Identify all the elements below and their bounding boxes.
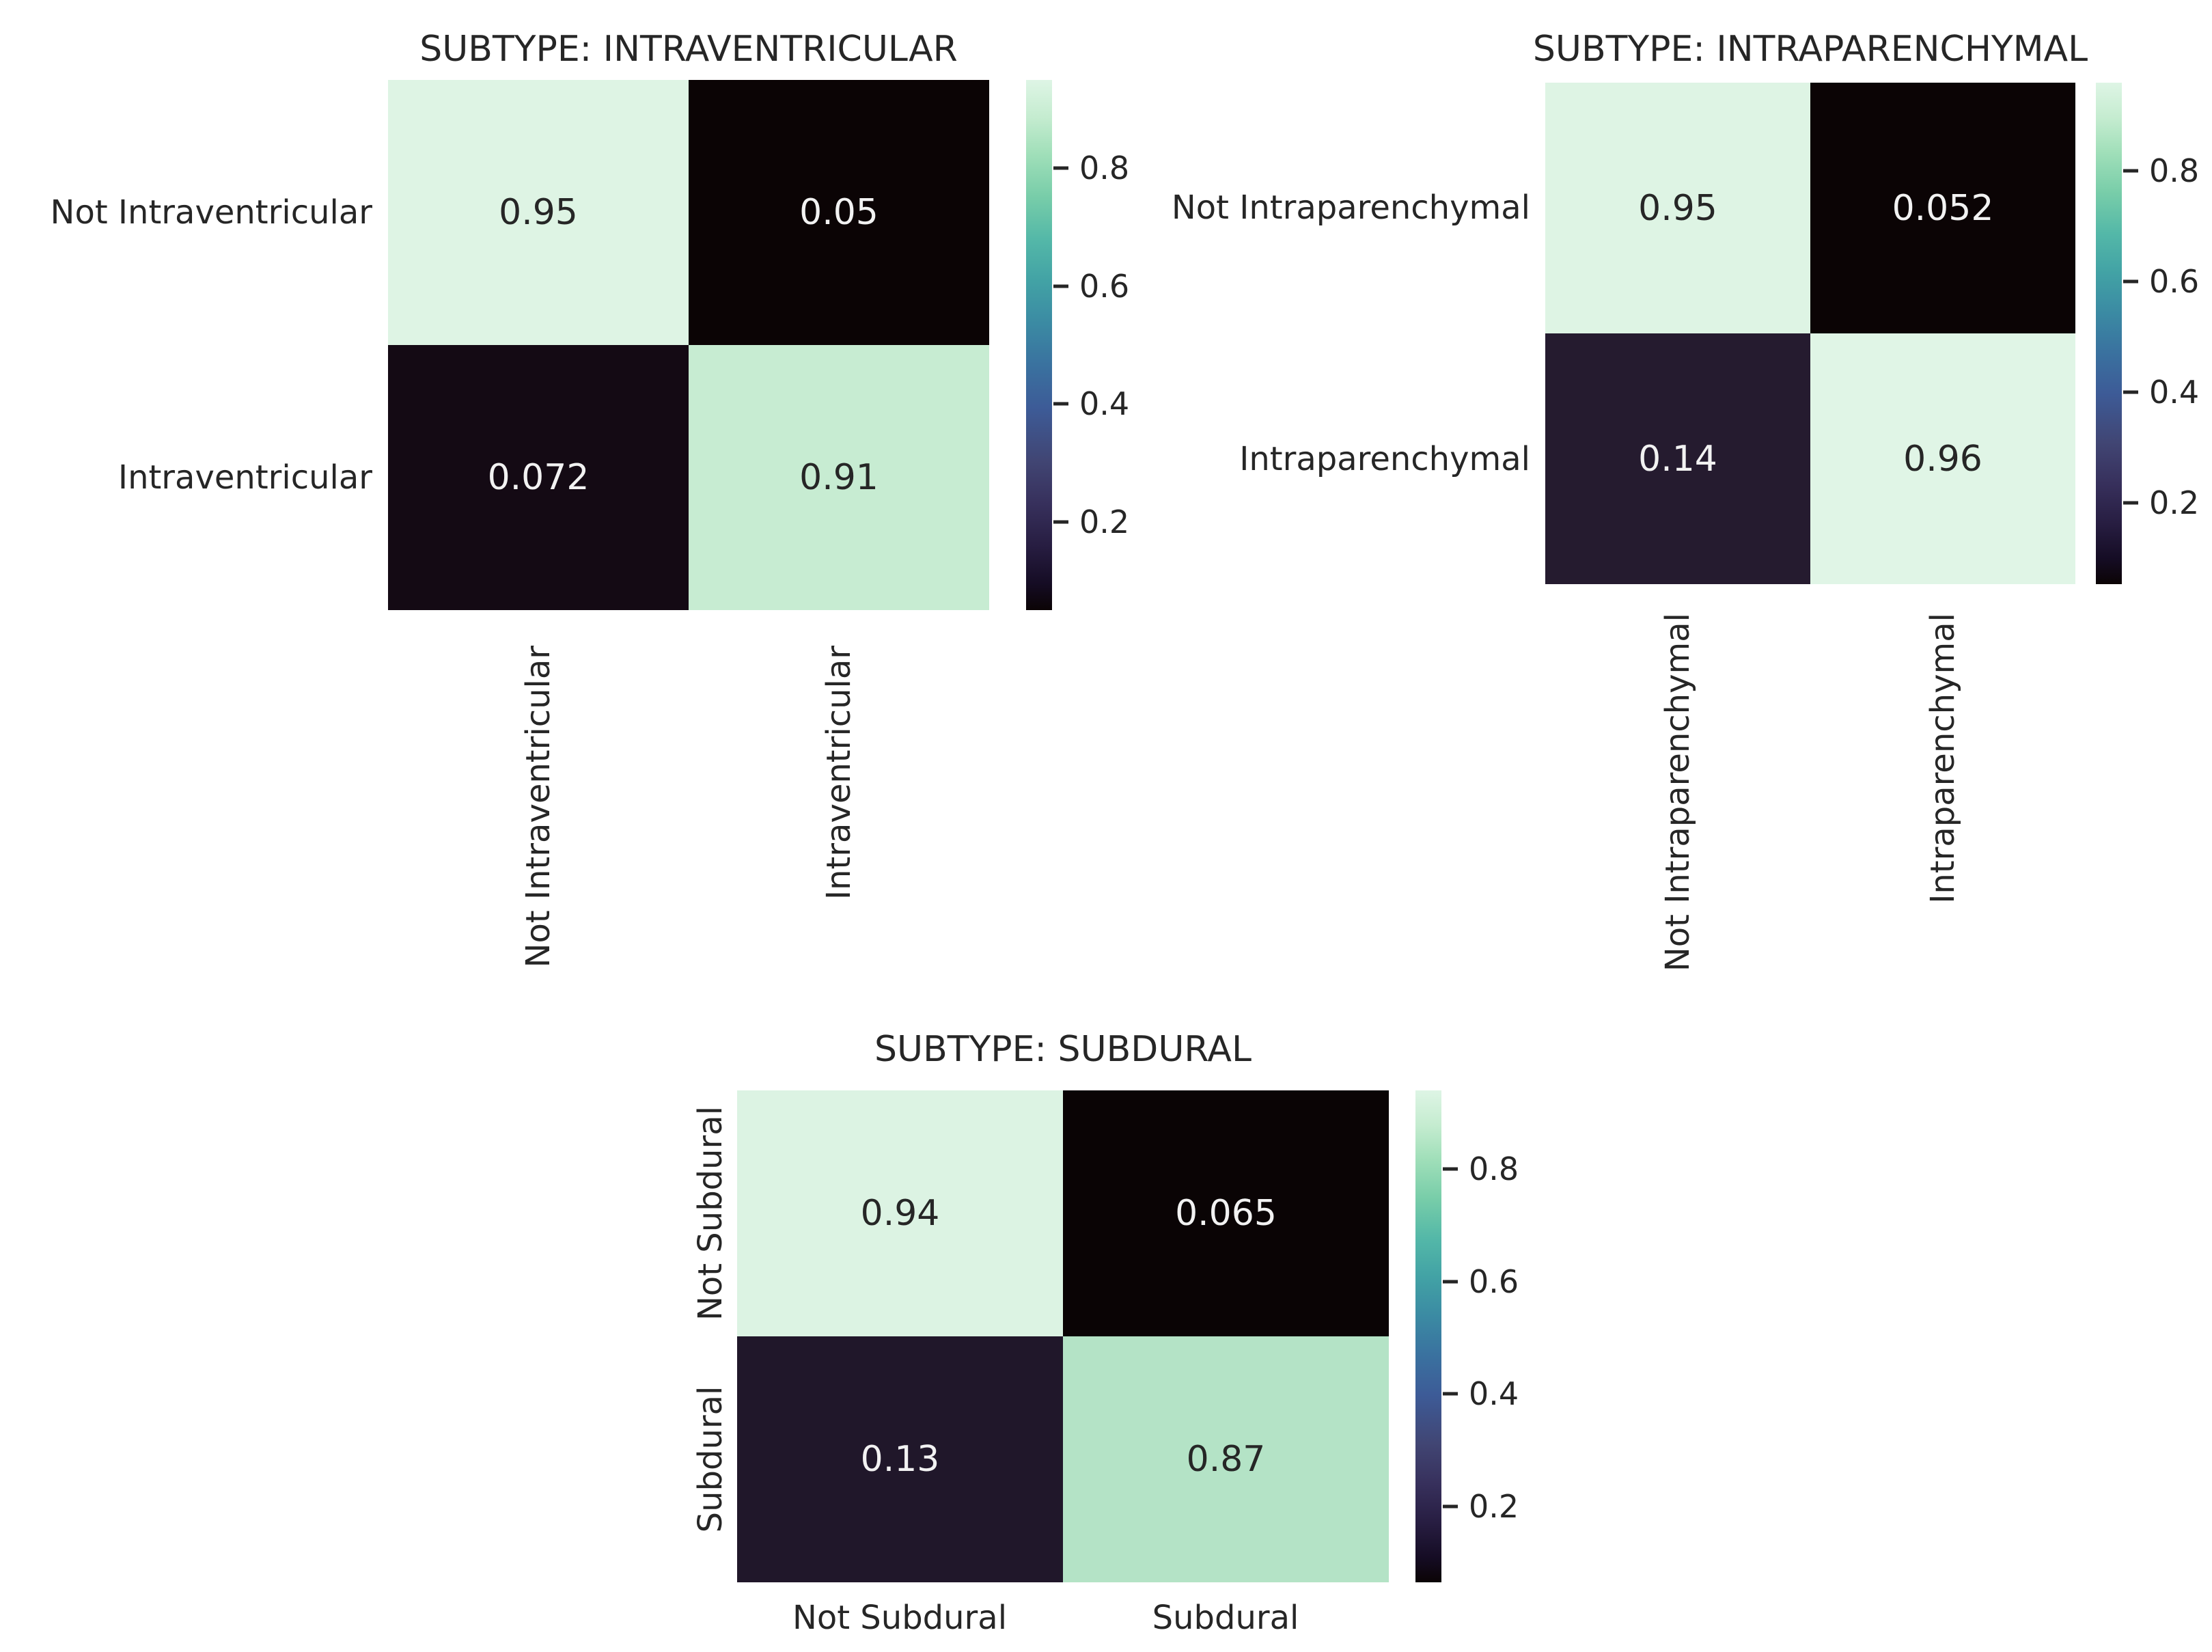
y-tick-label: Not Intraparenchymal xyxy=(1171,189,1530,227)
tick-mark xyxy=(1443,1392,1458,1396)
heatmap-cell: 0.87 xyxy=(1063,1336,1389,1582)
panel-title-intraparenchymal: SUBTYPE: INTRAPARENCHYMAL xyxy=(1532,29,2088,70)
colorbar-tick-label: 0.8 xyxy=(2149,152,2200,189)
y-tick-label: Not Intraventricular xyxy=(50,193,372,232)
tick-mark xyxy=(1053,166,1068,170)
panel-title-intraventricular: SUBTYPE: INTRAVENTRICULAR xyxy=(419,29,958,70)
colorbar-tick-label: 0.4 xyxy=(1469,1375,1519,1412)
tick-mark xyxy=(2123,501,2138,505)
colorbar xyxy=(2096,83,2122,584)
heatmap-cell: 0.13 xyxy=(737,1336,1063,1582)
colorbar xyxy=(1415,1090,1441,1582)
heatmap-cell: 0.96 xyxy=(1810,333,2075,584)
colorbar-tick-label: 0.6 xyxy=(1469,1263,1519,1300)
tick-mark xyxy=(2123,279,2138,284)
tick-mark xyxy=(2123,169,2138,173)
colorbar-tick-label: 0.8 xyxy=(1469,1151,1519,1187)
colorbar-tick-label: 0.4 xyxy=(1079,385,1130,422)
y-tick-label: Not Subdural xyxy=(691,1105,730,1321)
heatmap-cell: 0.94 xyxy=(737,1090,1063,1336)
colorbar-tick-label: 0.2 xyxy=(2149,484,2200,521)
colorbar-tick-label: 0.8 xyxy=(1079,150,1130,187)
y-tick-label: Subdural xyxy=(691,1386,730,1533)
tick-mark xyxy=(1053,284,1068,288)
x-tick-label: Not Intraventricular xyxy=(519,646,557,968)
heatmap-cell: 0.14 xyxy=(1545,333,1810,584)
heatmap-cell: 0.91 xyxy=(689,345,989,610)
heatmap-cell: 0.95 xyxy=(1545,83,1810,333)
x-tick-label: Not Subdural xyxy=(792,1599,1008,1637)
y-tick-label: Intraparenchymal xyxy=(1239,440,1530,478)
panel-title-subdural: SUBTYPE: SUBDURAL xyxy=(874,1029,1252,1070)
colorbar-tick-label: 0.2 xyxy=(1469,1488,1519,1525)
tick-mark xyxy=(1443,1280,1458,1284)
heatmap-cell: 0.065 xyxy=(1063,1090,1389,1336)
x-tick-label: Intraventricular xyxy=(820,646,858,900)
colorbar-tick-label: 0.4 xyxy=(2149,374,2200,411)
colorbar-tick-label: 0.6 xyxy=(1079,268,1130,305)
tick-mark xyxy=(1053,520,1068,524)
x-tick-label: Not Intraparenchymal xyxy=(1659,613,1697,972)
y-tick-label: Intraventricular xyxy=(117,458,372,497)
tick-mark xyxy=(2123,390,2138,394)
x-tick-label: Subdural xyxy=(1152,1599,1299,1637)
heatmap-cell: 0.95 xyxy=(388,80,689,345)
tick-mark xyxy=(1053,402,1068,406)
colorbar-tick-label: 0.6 xyxy=(2149,263,2200,300)
heatmap-cell: 0.05 xyxy=(689,80,989,345)
tick-mark xyxy=(1443,1504,1458,1509)
heatmap-cell: 0.052 xyxy=(1810,83,2075,333)
x-tick-label: Intraparenchymal xyxy=(1924,613,1962,904)
colorbar-tick-label: 0.2 xyxy=(1079,504,1130,540)
tick-mark xyxy=(1443,1167,1458,1171)
heatmap-cell: 0.072 xyxy=(388,345,689,610)
colorbar xyxy=(1026,80,1052,610)
